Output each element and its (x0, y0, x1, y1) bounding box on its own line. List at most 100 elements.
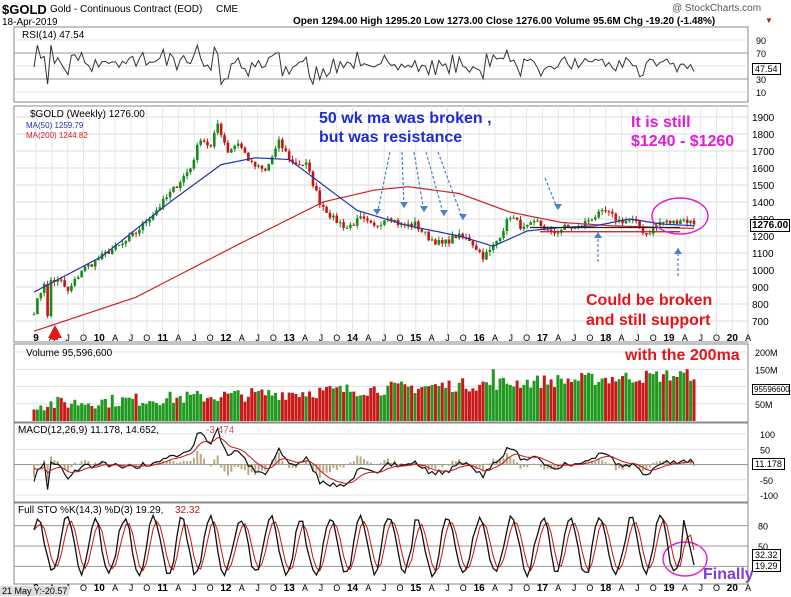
volume-bar (495, 389, 499, 421)
price-bar-body (148, 219, 151, 223)
price-bar-body (641, 227, 645, 234)
x-tick-label: A (492, 333, 498, 343)
x-tick-label: A (429, 333, 435, 343)
macd-histogram-bar (182, 460, 185, 465)
volume-bar (246, 396, 250, 421)
x-tick-label-bottom: 12 (220, 583, 232, 594)
volume-bar (457, 382, 461, 421)
price-bar-body (73, 278, 77, 286)
macd-histogram-bar (488, 463, 491, 465)
price-bar-body (488, 249, 492, 253)
volume-bar (678, 371, 682, 421)
price-bar-body (175, 186, 179, 189)
volume-bar (522, 384, 526, 421)
macd-histogram-bar (240, 464, 243, 470)
macd-histogram-bar (192, 457, 195, 465)
volume-bar (573, 379, 577, 421)
volume-bar (335, 387, 339, 421)
macd-histogram-bar (522, 464, 525, 468)
macd-histogram-bar (448, 464, 451, 466)
volume-bar (348, 391, 352, 421)
macd-signal-line (33, 436, 695, 484)
volume-bar (427, 386, 431, 421)
macd-histogram-bar (165, 461, 168, 465)
macd-histogram-bar (138, 464, 141, 466)
sto-k-current: 19.29 (752, 560, 781, 572)
x-tick-label-bottom: O (333, 583, 340, 593)
arrow-head-icon (400, 202, 408, 208)
price-bar-body (539, 220, 543, 226)
price-bar-body (413, 221, 417, 227)
volume-bar (624, 372, 628, 421)
price-bar-body (90, 264, 94, 267)
macd-histogram-bar (434, 464, 437, 469)
macd-histogram-bar (80, 460, 83, 465)
price-bar-body (345, 227, 349, 229)
price-bar-body (423, 231, 427, 233)
volume-bar (393, 382, 397, 421)
macd-histogram-bar (67, 464, 70, 472)
volume-bar (223, 391, 227, 421)
price-bar-body (308, 162, 311, 172)
price-bar-body (628, 220, 631, 222)
price-bar-body (369, 220, 373, 223)
volume-bar (355, 396, 359, 421)
x-tick-label-bottom: A (302, 583, 308, 593)
price-bar-body (645, 233, 648, 235)
macd-histogram-bar (502, 457, 505, 465)
price-bar-body (80, 270, 83, 278)
macd-histogram-bar (672, 461, 675, 465)
arrow-line (437, 151, 464, 221)
macd-histogram-bar (257, 464, 260, 473)
ma50-annotation-line2: but was resistance (319, 129, 463, 146)
price-bar-body (444, 239, 447, 244)
x-tick-label: J (319, 333, 324, 343)
macd-histogram-bar (587, 462, 590, 465)
macd-histogram-bar (638, 464, 641, 469)
price-bar-body (226, 142, 230, 153)
macd-histogram-bar (250, 464, 253, 473)
volume-bar (73, 399, 77, 421)
volume-bar (627, 379, 631, 421)
volume-bar (461, 378, 465, 421)
price-bar-body (209, 145, 213, 147)
volume-bar (338, 385, 342, 421)
price-bar-body (185, 172, 189, 177)
macd-histogram-bar (431, 464, 434, 468)
macd-histogram-bar (454, 461, 457, 465)
price-bar-body (587, 220, 590, 222)
volume-bar (103, 399, 107, 421)
macd-histogram-bar (386, 458, 389, 465)
price-bar-body (529, 222, 533, 226)
volume-bar (362, 394, 366, 421)
x-tick-label: O (586, 333, 593, 343)
still-annotation-line2: $1240 - $1260 (631, 133, 735, 150)
volume-bar (90, 406, 94, 421)
volume-bar (42, 410, 46, 421)
x-tick-label-bottom: A (429, 583, 435, 593)
sto-d-line (33, 518, 695, 573)
price-bar-body (508, 218, 512, 220)
macd-line (33, 426, 695, 490)
volume-bar (491, 369, 495, 421)
x-tick-label: O (333, 333, 340, 343)
price-bar-body (63, 280, 66, 287)
volume-bar (396, 383, 400, 421)
volume-bar (661, 374, 665, 421)
volume-bar (641, 382, 645, 421)
x-tick-label: A (239, 333, 245, 343)
volume-bar (621, 376, 625, 421)
arrow-head-icon (373, 209, 381, 215)
macd-histogram-bar (199, 453, 202, 465)
x-tick-label: O (460, 333, 467, 343)
price-bar-body (192, 159, 196, 169)
macd-histogram-bar (618, 464, 621, 469)
price-bar-body (498, 237, 502, 242)
macd-histogram-bar (223, 464, 226, 472)
volume-bar (631, 382, 635, 421)
volume-bar (410, 385, 414, 421)
price-bar-body (366, 218, 369, 221)
volume-bar (423, 386, 427, 421)
x-tick-label: A (745, 333, 751, 343)
x-tick-label-bottom: 10 (94, 583, 106, 594)
